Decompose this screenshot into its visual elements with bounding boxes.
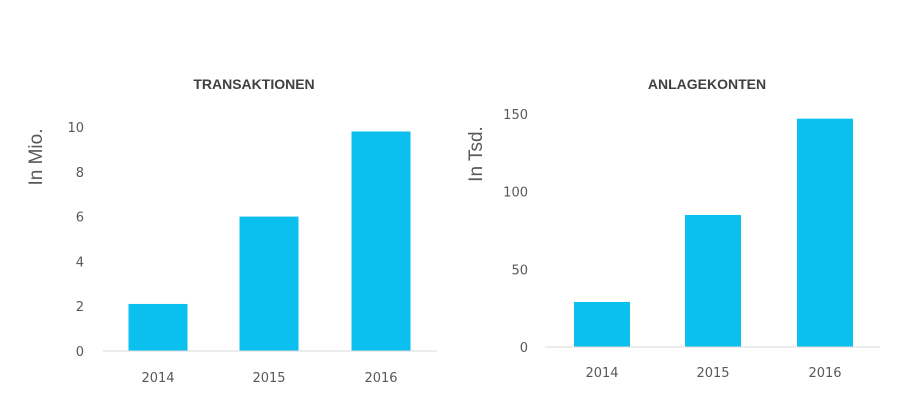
y-tick-label: 0 xyxy=(520,341,528,356)
y-tick-label: 150 xyxy=(503,108,528,123)
y-tick-label: 6 xyxy=(76,211,84,226)
y-tick-label: 8 xyxy=(76,166,84,181)
chart-anlagekonten: ANLAGEKONTEN In Tsd. 0 50 100 150 2014 2015 2… xyxy=(466,76,880,381)
y-tick-label: 4 xyxy=(76,255,84,270)
y-axis-label: In Tsd. xyxy=(466,126,487,182)
x-tick-label-2014: 2014 xyxy=(585,366,618,381)
y-tick-label: 50 xyxy=(511,263,528,278)
x-tick-label-2015: 2015 xyxy=(252,371,285,386)
bar-2016 xyxy=(797,118,853,347)
bar-2016 xyxy=(351,131,411,351)
x-tick-label-2016: 2016 xyxy=(808,366,841,381)
chart-title: TRANSAKTIONEN xyxy=(193,76,314,92)
bar-2014 xyxy=(574,301,630,347)
chart-title: ANLAGEKONTEN xyxy=(648,76,766,92)
y-tick-label: 100 xyxy=(503,186,528,201)
chart-transaktionen: TRANSAKTIONEN In Mio. 0 2 4 6 8 10 2014 2015 20… xyxy=(26,76,437,386)
y-tick-label: 0 xyxy=(76,345,84,360)
x-tick-label-2014: 2014 xyxy=(141,371,174,386)
bar-2015 xyxy=(239,216,299,351)
bar-2015 xyxy=(685,214,741,347)
x-tick-label-2016: 2016 xyxy=(364,371,397,386)
y-tick-label: 2 xyxy=(76,300,84,315)
y-axis-label: In Mio. xyxy=(26,128,47,185)
bar-2014 xyxy=(128,303,188,351)
x-tick-label-2015: 2015 xyxy=(696,366,729,381)
y-tick-label: 10 xyxy=(67,121,84,136)
